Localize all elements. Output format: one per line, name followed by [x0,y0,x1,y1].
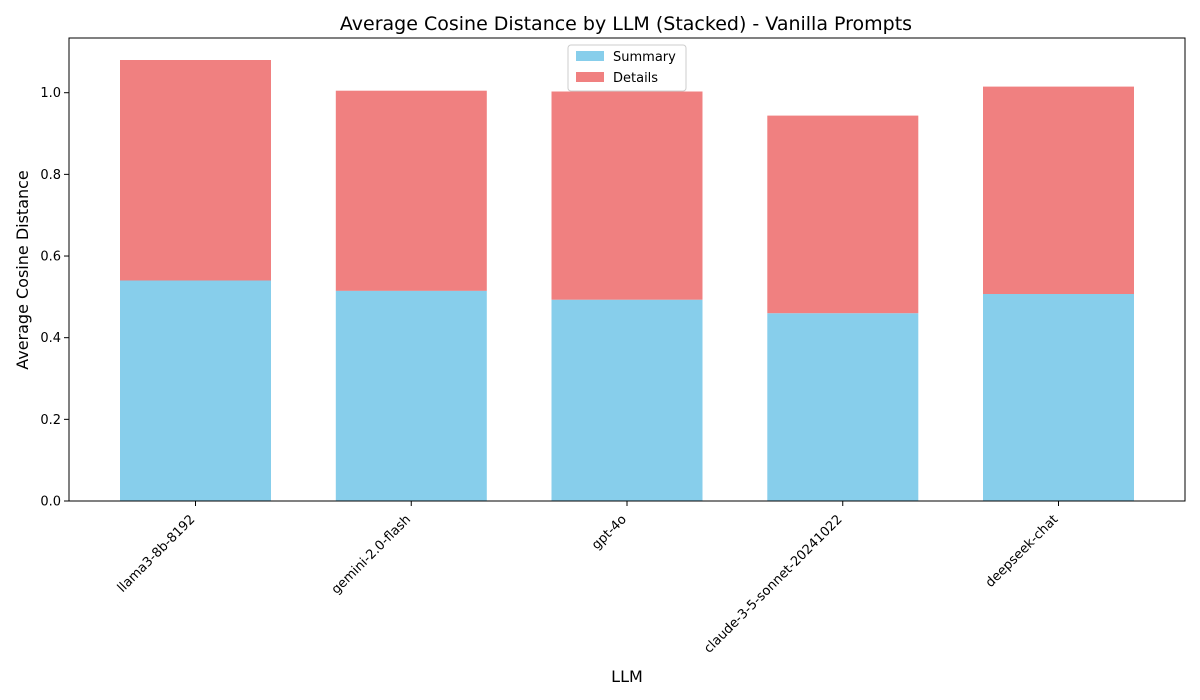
bar-details-2 [551,91,703,300]
bar-details-1 [335,90,487,291]
legend-label-details: Details [613,71,658,86]
bar-details-0 [120,60,271,281]
x-axis: llama3-8b-8192 gemini-2.0-flash gpt-4o clau… [115,501,1061,656]
bar-summary-2 [551,299,703,501]
legend-swatch-details [576,72,604,82]
y-tick-label: 0.4 [40,331,61,346]
x-tick-label: deepseek-chat [983,512,1061,590]
bars-group [120,60,1134,501]
x-tick-label: gemini-2.0-flash [329,512,414,597]
y-tick-label: 0.6 [40,250,61,265]
y-tick-label: 0.0 [40,495,61,510]
legend-label-summary: Summary [613,50,676,65]
x-axis-title: LLM [611,667,643,686]
y-tick-label: 0.2 [40,413,61,428]
y-axis: 0.0 0.2 0.4 0.6 0.8 1.0 [40,86,69,510]
x-tick-label: claude-3-5-sonnet-20241022 [701,512,845,656]
bar-summary-4 [983,294,1134,501]
y-tick-label: 0.8 [40,168,61,183]
bar-summary-1 [335,290,487,501]
plot-frame [68,37,1186,502]
legend-swatch-summary [576,51,604,61]
bar-details-3 [767,115,919,314]
bar-details-4 [983,86,1134,294]
y-tick-label: 1.0 [40,86,61,101]
x-tick-label: llama3-8b-8192 [115,512,199,596]
bar-summary-0 [120,280,271,501]
y-axis-title: Average Cosine Distance [13,170,32,370]
legend: Summary Details [567,44,687,92]
x-tick-label: gpt-4o [589,512,630,553]
chart-title: Average Cosine Distance by LLM (Stacked)… [340,13,912,35]
bar-summary-3 [767,313,919,501]
